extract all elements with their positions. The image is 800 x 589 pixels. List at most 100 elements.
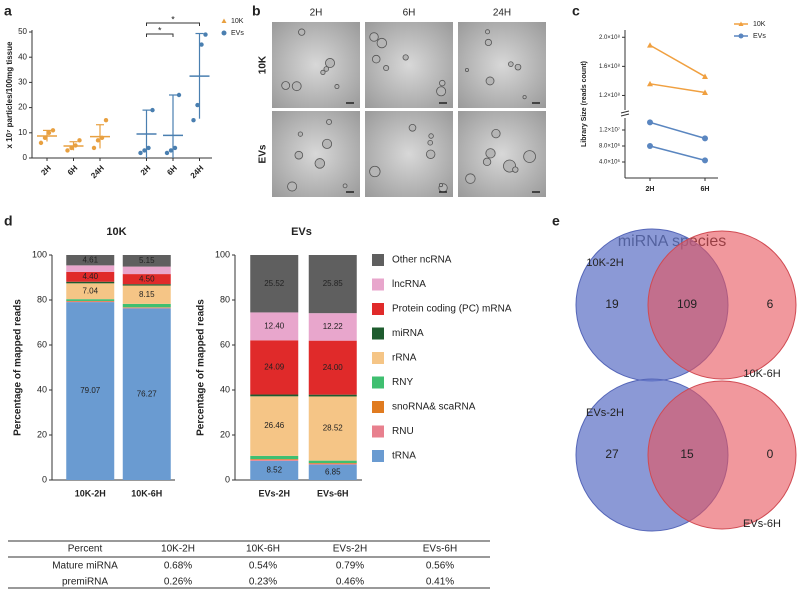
- bar-segment: [66, 283, 115, 300]
- vesicle: [438, 183, 443, 188]
- x-tick-label: 2H: [646, 186, 655, 193]
- table-cell: 0.41%: [426, 577, 454, 588]
- data-point: [50, 128, 56, 133]
- panel-label: b: [252, 3, 261, 19]
- panel-label: a: [4, 3, 12, 19]
- vesicle: [402, 54, 409, 61]
- bar-segment: [308, 464, 357, 480]
- vesicle: [281, 81, 291, 90]
- vesicle: [323, 66, 330, 72]
- venn-set: [647, 380, 797, 530]
- bar-segment: [66, 271, 115, 282]
- data-point: [146, 145, 151, 151]
- data-point: [164, 150, 170, 156]
- vesicle: [383, 65, 390, 72]
- bar-segment: [66, 299, 115, 301]
- legend-swatch: [372, 352, 384, 364]
- data-point: [203, 32, 208, 37]
- region-count: 19: [605, 297, 619, 311]
- bar-segment: [122, 266, 171, 275]
- data-label: 26.46: [264, 421, 285, 430]
- legend-swatch: [372, 376, 384, 389]
- data-point: [38, 140, 44, 146]
- y-tick-label: 20: [18, 103, 27, 112]
- data-label: 6.85: [325, 467, 341, 476]
- vesicle: [523, 150, 536, 163]
- region-count: 27: [605, 447, 619, 461]
- data-label: 4.61: [82, 255, 98, 264]
- bar-segment: [308, 396, 357, 461]
- vesicle: [408, 124, 417, 132]
- data-label: 25.85: [323, 279, 344, 288]
- table-cell: 0.56%: [426, 561, 454, 572]
- region-count: 0: [767, 447, 774, 461]
- data-point: [42, 135, 48, 141]
- x-tick-label: 6H: [165, 163, 179, 177]
- vesicle: [297, 131, 304, 137]
- y-tick-label: 0: [225, 474, 230, 484]
- vesicle: [465, 68, 469, 72]
- y-tick-label: 40: [37, 384, 47, 394]
- data-point: [77, 138, 82, 143]
- data-line: [649, 145, 706, 162]
- y-tick-label: 40: [18, 52, 27, 61]
- y-tick-label: 1.2×10⁸: [599, 92, 621, 99]
- data-point: [103, 118, 109, 123]
- data-point: [647, 80, 653, 87]
- data-point: [199, 42, 204, 47]
- data-point: [647, 42, 653, 48]
- bar-segment: [66, 302, 115, 480]
- bar-segment: [250, 459, 299, 461]
- table-header: EVs-2H: [333, 544, 367, 555]
- panel-title: EVs: [291, 226, 312, 238]
- significance-bracket: [146, 22, 200, 26]
- legend-label: RNY: [392, 377, 413, 388]
- y-tick-label: 1.2×10⁷: [599, 127, 620, 134]
- vesicle: [436, 86, 447, 97]
- vesicle: [291, 81, 302, 92]
- legend-swatch: [372, 327, 384, 340]
- data-point: [191, 118, 196, 123]
- vesicle: [482, 157, 492, 167]
- region-count: 109: [677, 297, 697, 311]
- micrograph: [272, 22, 360, 108]
- x-tick-label: 24H: [189, 163, 206, 180]
- bar-segment: [308, 463, 357, 465]
- vesicle: [514, 63, 522, 71]
- table-header: Percent: [68, 544, 103, 555]
- set-label: 10K-2H: [586, 257, 623, 269]
- y-tick-label: 60: [220, 339, 230, 349]
- legend-marker: [738, 21, 744, 26]
- data-point: [702, 89, 708, 95]
- bar-segment: [250, 255, 299, 313]
- data-point: [91, 145, 97, 151]
- vesicle: [320, 69, 326, 75]
- panel-label: d: [4, 213, 13, 229]
- panel-label: e: [552, 213, 560, 229]
- vesicle: [369, 32, 379, 42]
- data-label: 28.52: [323, 424, 344, 433]
- panel-label: c: [572, 3, 580, 19]
- vesicle: [465, 173, 476, 184]
- y-axis-label: Library Size (reads count): [581, 61, 588, 147]
- data-label: 24.00: [323, 363, 344, 372]
- bar-segment: [250, 460, 299, 480]
- legend-label: Other ncRNA: [392, 255, 452, 266]
- venn-set: [647, 230, 797, 380]
- y-tick-label: 1.6×10⁸: [599, 63, 621, 70]
- vesicle: [508, 61, 514, 67]
- set-label: EVs-2H: [586, 407, 624, 419]
- bar-segment: [250, 312, 299, 341]
- data-point: [95, 138, 101, 143]
- data-point: [150, 107, 155, 113]
- x-tick-label: 2H: [139, 163, 153, 177]
- data-point: [168, 148, 174, 153]
- data-point: [647, 119, 653, 126]
- data-point: [99, 135, 105, 141]
- table-cell: 0.26%: [164, 577, 192, 588]
- y-tick-label: 40: [220, 384, 230, 394]
- data-label: 12.40: [264, 321, 285, 330]
- set-label: 10K-6H: [743, 368, 780, 380]
- bar-segment: [122, 255, 171, 267]
